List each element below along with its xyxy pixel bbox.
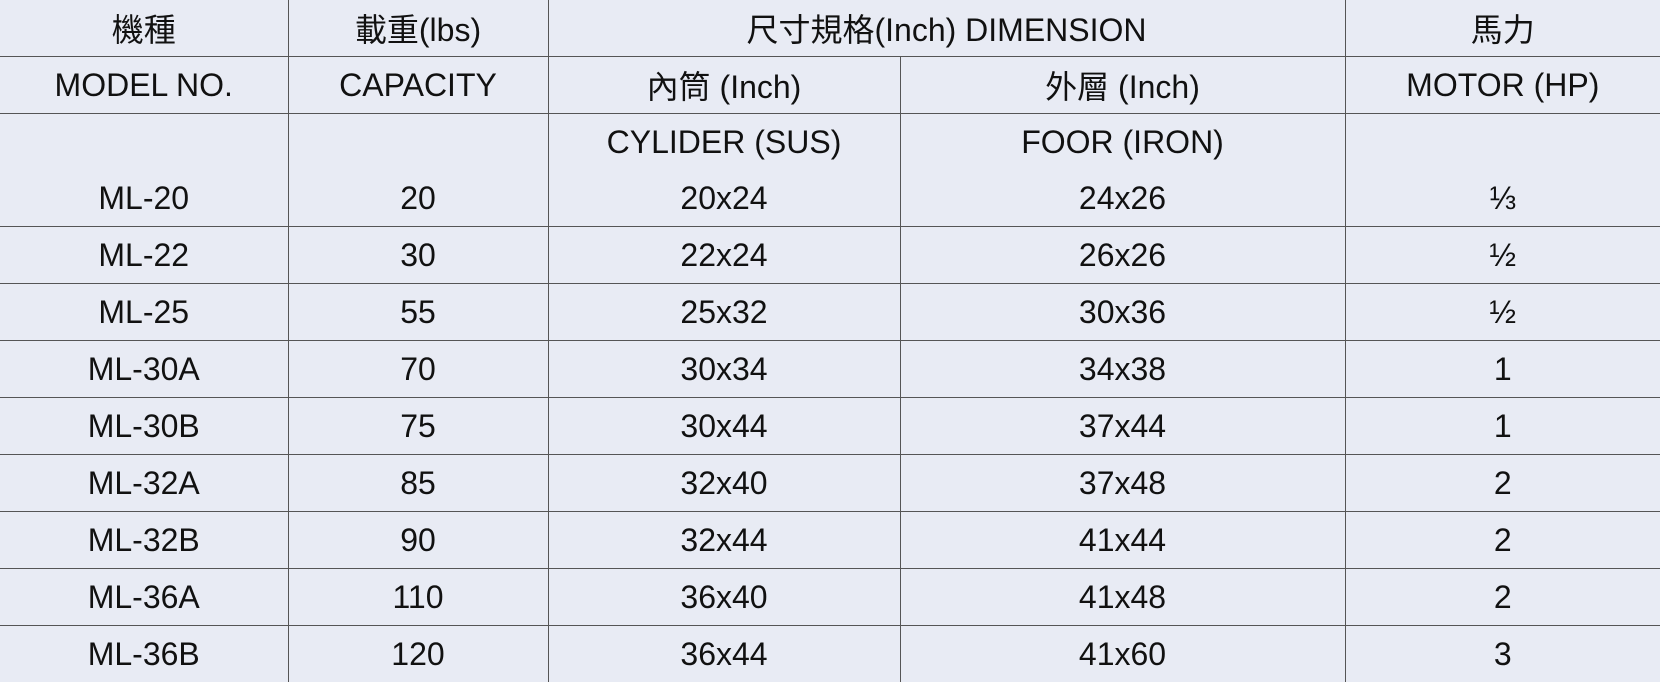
header-cell: 內筒 (Inch): [547, 56, 901, 114]
data-cell: 36x44: [547, 625, 901, 682]
data-cell: 22x24: [547, 226, 901, 284]
header-cell: 載重(lbs): [287, 0, 549, 57]
data-cell: 2: [1344, 454, 1660, 512]
data-cell: 32x44: [547, 511, 901, 569]
data-cell: 26x26: [899, 226, 1346, 284]
header-cell: CAPACITY: [287, 56, 549, 114]
data-cell: 110: [287, 568, 549, 626]
data-row: ML-32A 85 32x40 37x48 2: [0, 454, 1660, 512]
data-cell: 2: [1344, 511, 1660, 569]
header-row: CYLIDER (SUS) FOOR (IRON): [0, 113, 1660, 170]
data-cell: 41x48: [899, 568, 1346, 626]
data-cell: 25x32: [547, 283, 901, 341]
data-cell: 120: [287, 625, 549, 682]
data-cell: 1: [1344, 340, 1660, 398]
data-cell: 24x26: [899, 170, 1346, 227]
data-cell: 1: [1344, 397, 1660, 455]
data-cell: ML-25: [0, 283, 289, 341]
data-row: ML-32B 90 32x44 41x44 2: [0, 511, 1660, 569]
data-cell: 37x48: [899, 454, 1346, 512]
data-cell: ML-32B: [0, 511, 289, 569]
data-row: ML-30B 75 30x44 37x44 1: [0, 397, 1660, 455]
header-row: MODEL NO. CAPACITY 內筒 (Inch) 外層 (Inch) M…: [0, 56, 1660, 114]
data-cell: ½: [1344, 226, 1660, 284]
data-cell: 30x44: [547, 397, 901, 455]
data-cell: 70: [287, 340, 549, 398]
header-cell: 機種: [0, 0, 289, 57]
data-cell: 30x36: [899, 283, 1346, 341]
data-cell: ML-32A: [0, 454, 289, 512]
empty-cell: [0, 113, 289, 170]
header-row: 機種 載重(lbs) 尺寸規格(Inch) DIMENSION 馬力: [0, 0, 1660, 57]
empty-cell: [287, 113, 549, 170]
data-cell: ML-20: [0, 170, 289, 227]
data-cell: ML-30B: [0, 397, 289, 455]
header-cell: 外層 (Inch): [899, 56, 1346, 114]
data-cell: 36x40: [547, 568, 901, 626]
data-cell: ML-22: [0, 226, 289, 284]
data-row: ML-20 20 20x24 24x26 ⅓: [0, 170, 1660, 227]
data-cell: ½: [1344, 283, 1660, 341]
data-cell: ML-36B: [0, 625, 289, 682]
data-cell: ML-30A: [0, 340, 289, 398]
data-row: ML-25 55 25x32 30x36 ½: [0, 283, 1660, 341]
header-cell: 馬力: [1344, 0, 1660, 57]
empty-cell: [1344, 113, 1660, 170]
table-body: ML-20 20 20x24 24x26 ⅓ ML-22 30 22x24 26x26 ½ ML-2…: [0, 170, 1660, 682]
header-cell: FOOR (IRON): [899, 113, 1346, 170]
data-row: ML-22 30 22x24 26x26 ½: [0, 226, 1660, 284]
header-cell: 尺寸規格(Inch) DIMENSION: [547, 0, 1346, 57]
data-cell: ML-36A: [0, 568, 289, 626]
data-cell: 20x24: [547, 170, 901, 227]
data-row: ML-36A 110 36x40 41x48 2: [0, 568, 1660, 626]
data-row: ML-36B 120 36x44 41x60 3: [0, 625, 1660, 682]
data-cell: 41x44: [899, 511, 1346, 569]
header-cell: CYLIDER (SUS): [547, 113, 901, 170]
data-cell: 55: [287, 283, 549, 341]
data-cell: 2: [1344, 568, 1660, 626]
header-cell: MODEL NO.: [0, 56, 289, 114]
header-cell: MOTOR (HP): [1344, 56, 1660, 114]
data-cell: 41x60: [899, 625, 1346, 682]
data-cell: ⅓: [1344, 170, 1660, 227]
data-cell: 30x34: [547, 340, 901, 398]
data-cell: 75: [287, 397, 549, 455]
data-row: ML-30A 70 30x34 34x38 1: [0, 340, 1660, 398]
data-cell: 85: [287, 454, 549, 512]
data-cell: 3: [1344, 625, 1660, 682]
data-cell: 30: [287, 226, 549, 284]
data-cell: 34x38: [899, 340, 1346, 398]
data-cell: 90: [287, 511, 549, 569]
data-cell: 32x40: [547, 454, 901, 512]
data-cell: 20: [287, 170, 549, 227]
data-cell: 37x44: [899, 397, 1346, 455]
